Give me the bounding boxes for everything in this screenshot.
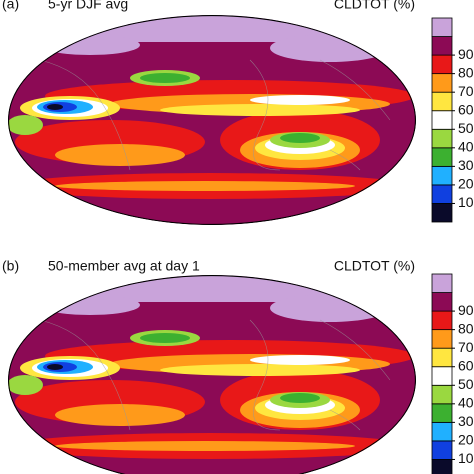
colorbar-box <box>431 73 453 93</box>
colorbar-tick-label: 40 <box>458 395 474 411</box>
colorbar-tick-label: 90 <box>458 46 474 62</box>
panel-title: 50-member avg at day 1 <box>48 258 200 274</box>
variable-label: CLDTOT (%) <box>334 258 415 274</box>
colorbar-tick-label: 50 <box>458 120 474 136</box>
colorbar-tick-label: 10 <box>458 194 474 210</box>
colorbar-box <box>431 421 453 442</box>
colorbar-box <box>431 459 453 474</box>
colorbar-tick-label: 50 <box>458 376 474 392</box>
colorbar-tick-label: 90 <box>458 302 474 318</box>
colorbar-box <box>431 128 453 149</box>
panel-label: (a) <box>2 0 19 12</box>
colorbar-tick-label: 30 <box>458 413 474 429</box>
colorbar-box <box>431 292 453 312</box>
colorbar-box <box>431 184 453 204</box>
colorbar-box <box>431 366 453 386</box>
map-field <box>0 10 430 225</box>
panel-label: (b) <box>2 258 19 274</box>
colorbar-box <box>431 329 453 349</box>
map-field <box>0 270 430 474</box>
colorbar-box <box>431 273 453 293</box>
colorbar-box <box>431 110 453 130</box>
colorbar-box <box>431 440 453 460</box>
colorbar-tick-label: 60 <box>458 357 474 373</box>
colorbar-box <box>431 91 453 112</box>
panel-title: 5-yr DJF avg <box>48 0 128 12</box>
colorbar-tick-label: 60 <box>458 101 474 117</box>
colorbar-tick-label: 40 <box>458 139 474 155</box>
panel: (b) 50-member avg at day 1 CLDTOT (%) 10 20 3… <box>0 258 474 474</box>
colorbar-box <box>431 384 453 405</box>
colorbar-box <box>431 17 453 37</box>
panel: (a) 5-yr DJF avg CLDTOT (%) 10 20 30 40 50 60 70 8… <box>0 0 474 225</box>
colorbar-tick-label: 70 <box>458 339 474 355</box>
colorbar-box <box>431 403 453 423</box>
colorbar-box <box>431 310 453 331</box>
map <box>0 270 430 474</box>
colorbar-box <box>431 347 453 368</box>
colorbar-tick-label: 80 <box>458 64 474 80</box>
colorbar-box <box>431 36 453 56</box>
colorbar-tick-label: 20 <box>458 432 474 448</box>
colorbar-box <box>431 165 453 186</box>
colorbar-tick-label: 30 <box>458 157 474 173</box>
colorbar-tick-label: 20 <box>458 176 474 192</box>
colorbar-tick-label: 80 <box>458 320 474 336</box>
colorbar-box <box>431 203 453 223</box>
colorbar-box <box>431 147 453 167</box>
colorbar-box <box>431 54 453 75</box>
colorbar-tick-label: 70 <box>458 83 474 99</box>
colorbar-tick-label: 10 <box>458 450 474 466</box>
map <box>0 10 430 225</box>
variable-label: CLDTOT (%) <box>334 0 415 12</box>
